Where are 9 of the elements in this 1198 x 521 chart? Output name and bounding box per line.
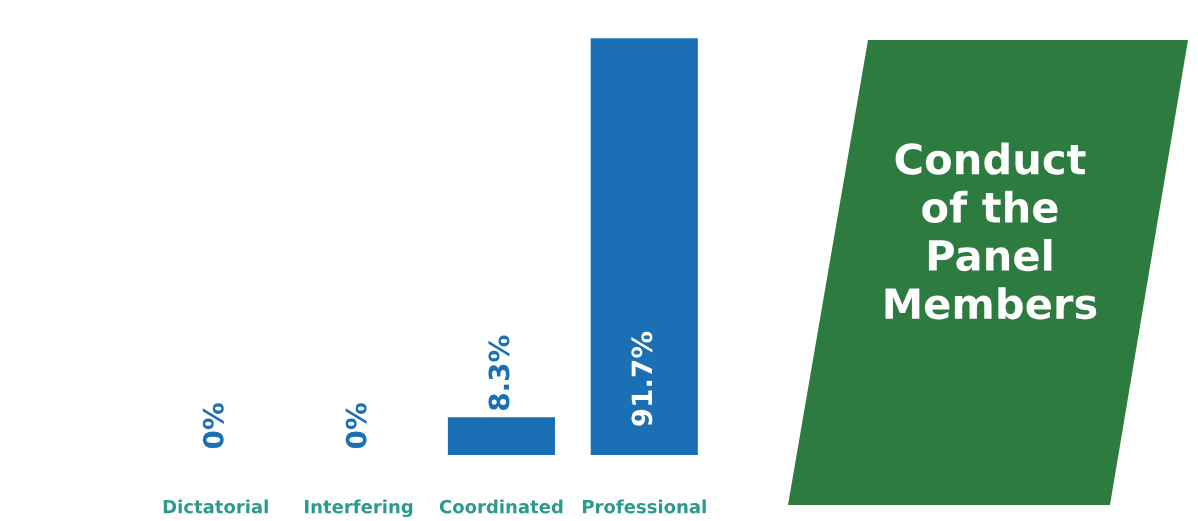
data-label: 8.3% (488, 335, 510, 411)
text: Conduct of the Panel Members (885, 142, 1097, 320)
data-label: 0% (202, 403, 224, 449)
data-label: 0% (345, 403, 367, 449)
x-tick-label: Professional (582, 499, 706, 514)
data-label: 91.7% (631, 331, 653, 426)
x-tick-label: Coordinated (439, 499, 563, 514)
x-tick-label: Dictatorial (163, 499, 268, 514)
x-tick-label: Interfering (305, 499, 413, 518)
